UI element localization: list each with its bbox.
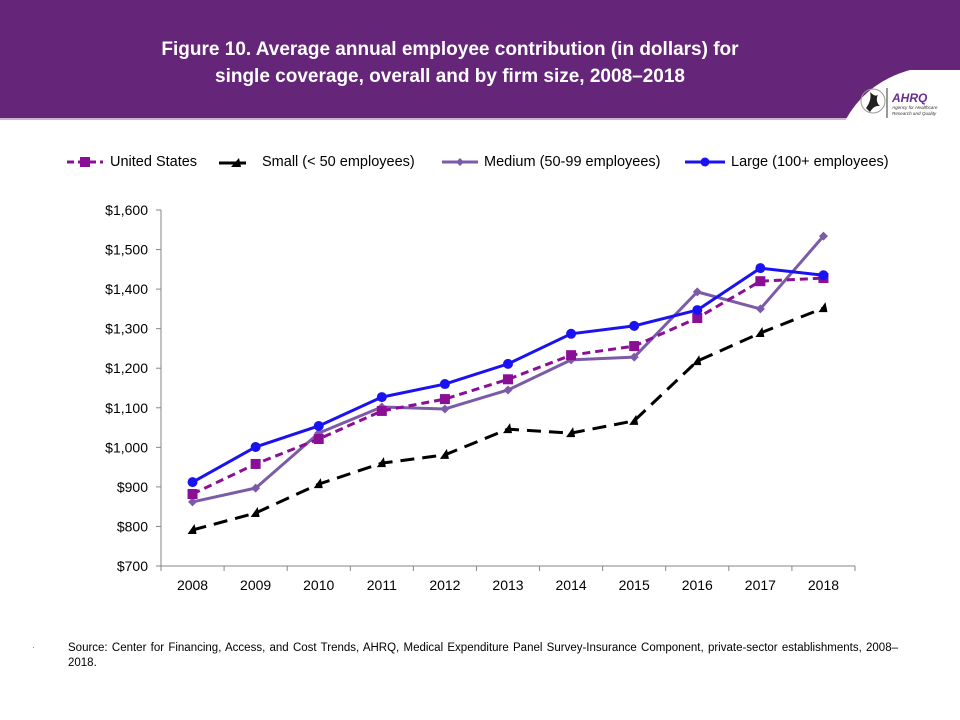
y-tick-label: $1,100 — [105, 400, 148, 416]
ahrq-logo: AHRQ Agency for Healthcare Research and … — [790, 50, 960, 180]
data-point-triangle — [818, 302, 828, 313]
series-line — [192, 306, 825, 532]
data-point-circle — [439, 379, 450, 390]
data-point-triangle — [187, 524, 197, 535]
data-point-circle — [755, 263, 766, 274]
legend-item-small: Small (< 50 employees) — [218, 150, 415, 174]
y-tick-label: $1,500 — [105, 242, 148, 258]
logo-white-curve — [828, 70, 960, 180]
y-tick-label: $1,600 — [105, 202, 148, 218]
series-line — [192, 235, 825, 504]
data-point-diamond — [188, 497, 198, 507]
data-point-square — [313, 434, 324, 445]
legend-item-united-states: United States — [66, 150, 197, 174]
logo-tagline-2: Research and Quality — [892, 111, 937, 116]
series-large-100-employees — [187, 263, 829, 488]
data-point-circle — [313, 420, 324, 431]
line-chart: $700 $800 $900 $1,000 $1,100 $1,200 $1,300 $1,4… — [105, 202, 856, 593]
data-point-triangle — [692, 355, 702, 366]
data-point-circle — [250, 441, 261, 452]
legend-label: United States — [110, 154, 198, 170]
chart-series — [187, 231, 829, 535]
x-tick-label: 2018 — [808, 577, 839, 593]
chart-legend: United States Small (< 50 employees) Med… — [60, 150, 930, 174]
legend-item-medium: Medium (50-99 employees) — [442, 150, 661, 174]
data-point-square — [692, 312, 703, 323]
series-small-50-employees — [187, 302, 828, 535]
data-point-triangle — [313, 478, 323, 489]
data-point-square — [566, 350, 577, 361]
x-tick-label: 2014 — [556, 577, 587, 593]
x-tick-label: 2013 — [492, 577, 523, 593]
legend-label: Medium (50-99 employees) — [484, 154, 661, 170]
x-tick-label: 2015 — [619, 577, 650, 593]
x-tick-label: 2008 — [177, 577, 208, 593]
data-point-circle — [692, 305, 703, 316]
y-tick-label: $1,200 — [105, 360, 148, 376]
x-tick-label: 2017 — [745, 577, 776, 593]
data-point-triangle — [376, 457, 386, 468]
title-line-1: Figure 10. Average annual employee contr… — [161, 39, 739, 60]
legend-marker-triangle — [219, 158, 246, 167]
data-point-square — [439, 394, 450, 405]
footer-bullet — [33, 647, 34, 648]
data-point-diamond — [692, 287, 702, 297]
series-medium-50-99-employees — [188, 231, 828, 507]
data-point-triangle — [503, 423, 512, 434]
data-point-square — [376, 405, 387, 416]
data-point-square — [503, 374, 513, 385]
header-divider — [0, 118, 960, 120]
legend-marker-circle — [685, 157, 725, 167]
x-tick-label: 2012 — [429, 577, 460, 593]
data-point-circle — [818, 270, 829, 281]
data-point-diamond — [755, 304, 765, 314]
legend-marker-square-dashed — [67, 157, 103, 167]
y-tick-label: $900 — [117, 479, 148, 495]
y-tick-label: $1,400 — [105, 281, 148, 297]
data-point-triangle — [566, 427, 576, 438]
data-point-square — [250, 458, 261, 469]
data-point-diamond — [503, 385, 513, 395]
source-note: Source: Center for Financing, Access, an… — [68, 642, 898, 669]
y-tick-label: $1,300 — [105, 321, 148, 337]
data-point-circle — [503, 358, 513, 369]
logo-tagline-1: Agency for Healthcare — [891, 105, 938, 110]
data-point-square — [187, 489, 198, 500]
data-point-diamond — [251, 483, 261, 493]
legend-label: Small (< 50 employees) — [262, 154, 415, 170]
legend-marker-diamond — [442, 158, 478, 166]
data-point-diamond — [818, 231, 828, 241]
data-point-circle — [629, 320, 640, 331]
data-point-diamond — [440, 404, 450, 414]
data-point-circle — [566, 328, 577, 339]
data-point-diamond — [629, 352, 639, 362]
header-banner: Figure 10. Average annual employee contr… — [0, 0, 960, 118]
data-point-triangle — [439, 448, 449, 459]
series-line — [191, 276, 824, 496]
y-tick-label: $700 — [117, 558, 148, 574]
hhs-eagle-seal-icon — [860, 88, 886, 114]
legend-item-large: Large (100+ employees) — [685, 150, 889, 174]
x-tick-label: 2011 — [367, 577, 397, 593]
data-point-triangle — [250, 506, 260, 517]
data-point-square — [629, 341, 640, 352]
data-point-triangle — [755, 327, 765, 338]
chart-title: Figure 10. Average annual employee contr… — [90, 36, 810, 90]
data-point-triangle — [629, 414, 639, 425]
title-line-2: single coverage, overall and by firm siz… — [215, 66, 685, 87]
legend-label: Large (100+ employees) — [731, 154, 889, 170]
y-tick-label: $800 — [117, 518, 148, 534]
logo-brand: AHRQ — [891, 91, 928, 105]
x-tick-label: 2016 — [682, 577, 713, 593]
data-point-circle — [187, 477, 198, 488]
data-point-circle — [376, 392, 387, 403]
y-tick-label: $1,000 — [105, 439, 148, 455]
data-point-square — [755, 276, 766, 287]
x-tick-label: 2009 — [240, 577, 271, 593]
x-tick-label: 2010 — [303, 577, 334, 593]
chart-axes: $700 $800 $900 $1,000 $1,100 $1,200 $1,300 $1,4… — [105, 202, 856, 593]
